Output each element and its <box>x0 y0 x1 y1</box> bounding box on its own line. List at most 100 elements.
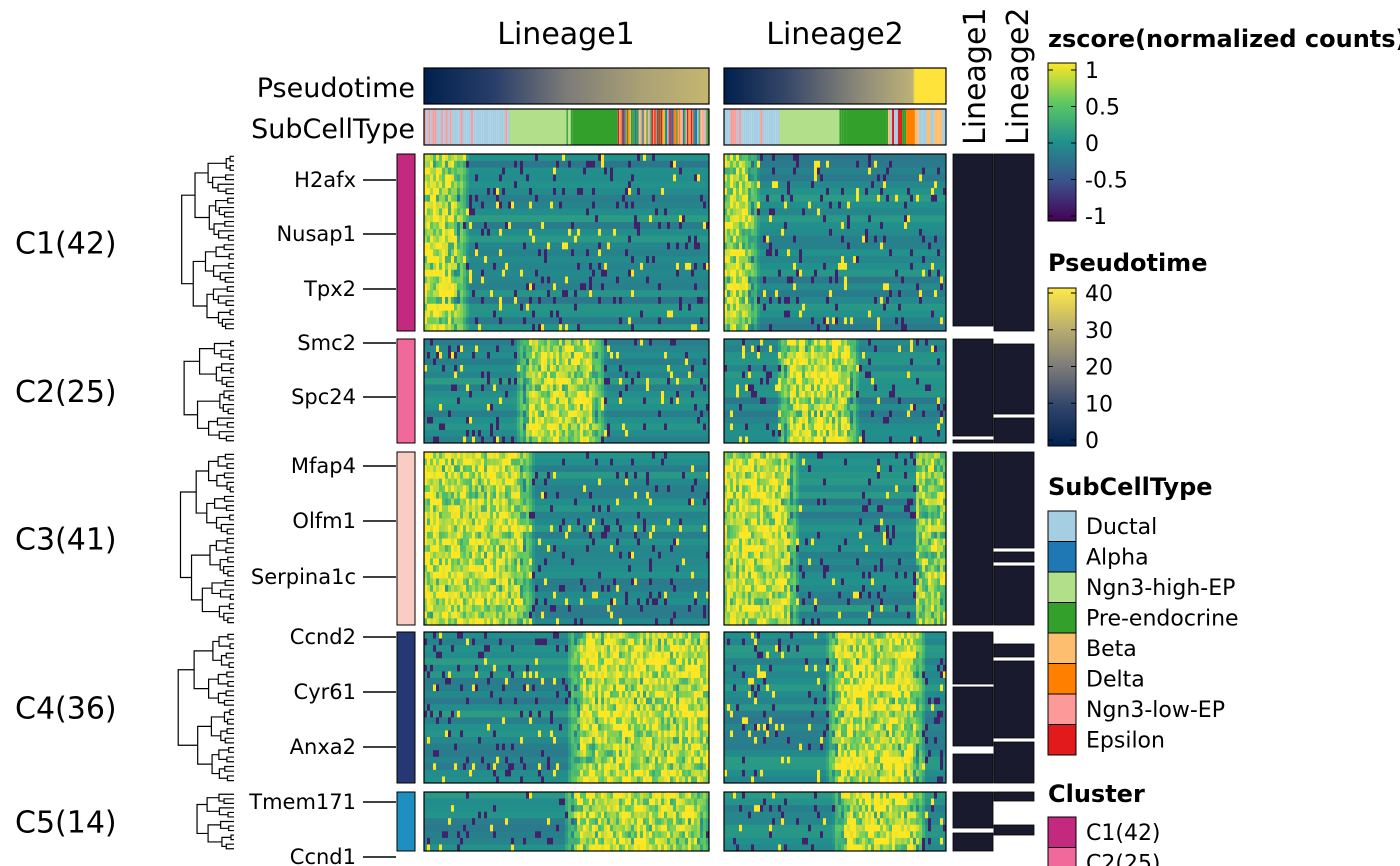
heatmap-cell <box>481 236 484 243</box>
heatmap-cell <box>730 263 733 270</box>
heatmap-cell <box>541 283 544 290</box>
heatmap-cell <box>934 174 937 181</box>
heatmap-cell <box>880 324 883 331</box>
heatmap-cell <box>802 202 805 209</box>
heatmap-cell <box>685 236 688 243</box>
heatmap-cell <box>574 174 577 181</box>
heatmap-cell <box>751 208 754 215</box>
subcelltype-segment <box>754 109 756 145</box>
heatmap-cell <box>892 256 895 263</box>
heatmap-cell <box>634 256 637 263</box>
heatmap-cell <box>937 290 940 297</box>
heatmap-cell <box>916 311 919 318</box>
heatmap-cell <box>925 208 928 215</box>
heatmap-cell <box>775 297 778 304</box>
heatmap-cell <box>553 222 556 229</box>
heatmap-cell <box>646 202 649 209</box>
heatmap-cell <box>562 270 565 277</box>
heatmap-cell <box>502 283 505 290</box>
heatmap-cell <box>931 181 934 188</box>
heatmap-cell <box>580 317 583 324</box>
heatmap-cell <box>460 161 463 168</box>
heatmap-cell <box>511 161 514 168</box>
heatmap-cell <box>679 304 682 311</box>
heatmap-cell <box>514 229 517 236</box>
heatmap-cell <box>733 311 736 318</box>
heatmap-cell <box>427 195 430 202</box>
heatmap-cell <box>490 168 493 175</box>
heatmap-cell <box>514 297 517 304</box>
heatmap-cell <box>640 263 643 270</box>
heatmap-cell <box>565 161 568 168</box>
heatmap-cell <box>898 215 901 222</box>
heatmap-cell <box>871 317 874 324</box>
heatmap-cell <box>673 270 676 277</box>
heatmap-cell <box>859 324 862 331</box>
heatmap-cell <box>634 359 637 366</box>
heatmap-cell <box>598 229 601 236</box>
heatmap-cell <box>802 188 805 195</box>
heatmap-cell <box>895 283 898 290</box>
heatmap-cell <box>697 311 700 318</box>
heatmap-cell <box>547 229 550 236</box>
heatmap-cell <box>475 256 478 263</box>
heatmap-cell <box>871 270 874 277</box>
heatmap-cell <box>493 359 496 366</box>
heatmap-cell <box>910 270 913 277</box>
heatmap-cell <box>820 311 823 318</box>
heatmap-cell <box>802 290 805 297</box>
heatmap-cell <box>643 352 646 359</box>
heatmap-cell <box>550 243 553 250</box>
heatmap-cell <box>901 256 904 263</box>
heatmap-cell <box>523 154 526 161</box>
heatmap-cell <box>553 208 556 215</box>
heatmap-cell <box>691 168 694 175</box>
heatmap-cell <box>760 263 763 270</box>
heatmap-cell <box>826 188 829 195</box>
heatmap-cell <box>436 202 439 209</box>
heatmap-cell <box>550 236 553 243</box>
heatmap-cell <box>898 317 901 324</box>
subcelltype-segment <box>680 109 681 145</box>
heatmap-cell <box>451 256 454 263</box>
heatmap-cell <box>631 277 634 284</box>
heatmap-cell <box>850 208 853 215</box>
heatmap-cell <box>634 317 637 324</box>
heatmap-cell <box>463 339 466 346</box>
heatmap-cell <box>688 202 691 209</box>
heatmap-cell <box>832 229 835 236</box>
heatmap-cell <box>913 249 916 256</box>
heatmap-cell <box>451 188 454 195</box>
heatmap-cell <box>727 208 730 215</box>
heatmap-cell <box>673 359 676 366</box>
heatmap-cell <box>475 270 478 277</box>
heatmap-cell <box>667 352 670 359</box>
heatmap-cell <box>817 208 820 215</box>
heatmap-cell <box>553 229 556 236</box>
heatmap-cell <box>667 236 670 243</box>
heatmap-cell <box>547 249 550 256</box>
subcelltype-segment <box>705 109 706 145</box>
heatmap-cell <box>475 324 478 331</box>
heatmap-cell <box>592 263 595 270</box>
heatmap-cell <box>607 202 610 209</box>
heatmap-cell <box>622 277 625 284</box>
heatmap-cell <box>841 283 844 290</box>
heatmap-cell <box>583 283 586 290</box>
heatmap-cell <box>673 215 676 222</box>
heatmap-cell <box>616 311 619 318</box>
heatmap-cell <box>622 208 625 215</box>
heatmap-cell <box>547 317 550 324</box>
heatmap-cell <box>763 215 766 222</box>
heatmap-cell <box>796 249 799 256</box>
heatmap-cell <box>682 263 685 270</box>
heatmap-cell <box>634 290 637 297</box>
heatmap-cell <box>925 283 928 290</box>
heatmap-cell <box>916 324 919 331</box>
heatmap-cell <box>460 243 463 250</box>
heatmap-cell <box>631 324 634 331</box>
heatmap-cell <box>820 283 823 290</box>
heatmap-cell <box>481 304 484 311</box>
heatmap-cell <box>628 181 631 188</box>
heatmap-cell <box>499 270 502 277</box>
